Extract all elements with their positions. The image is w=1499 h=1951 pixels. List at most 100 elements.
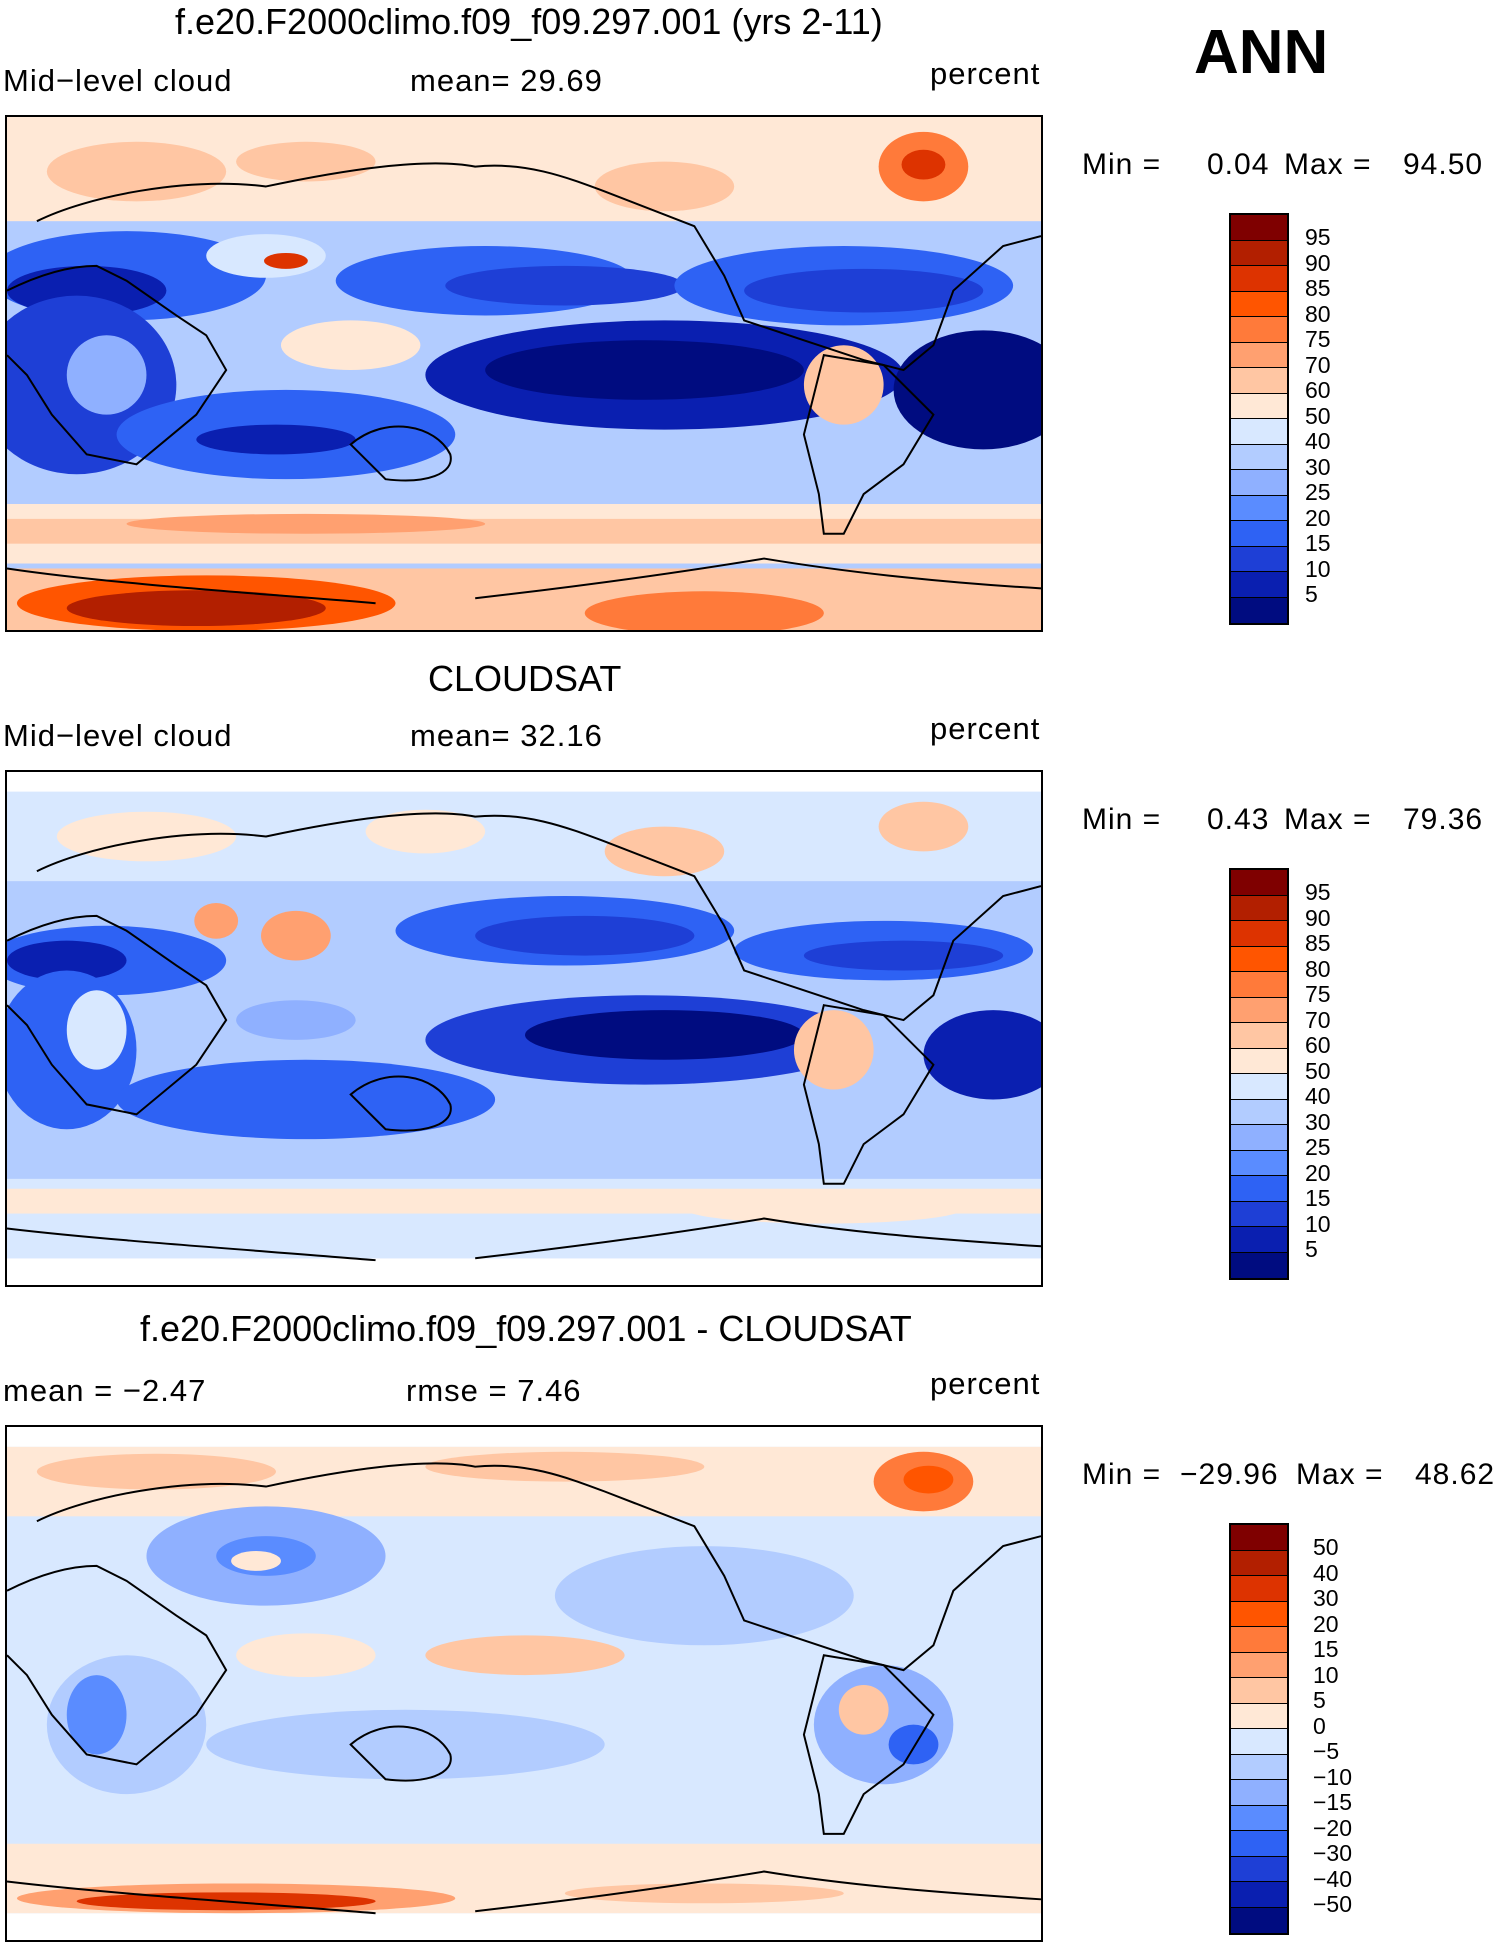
panel-1-colorbar bbox=[1229, 213, 1289, 625]
panel-1-colorbar-tick-label: 50 bbox=[1305, 402, 1331, 429]
panel-1-max-label: Max = bbox=[1284, 148, 1372, 181]
panel-1-colorbar-tick-label: 15 bbox=[1305, 530, 1331, 556]
panel-1-colorbar-tick-label: 10 bbox=[1305, 555, 1331, 582]
panel-3-colorbar-tick-label: 0 bbox=[1313, 1712, 1326, 1739]
panel-2-colorbar-cell bbox=[1231, 921, 1287, 947]
panel-1-colorbar-cell bbox=[1231, 317, 1287, 343]
panel-1-colorbar-tick-label: 95 bbox=[1305, 224, 1331, 250]
panel-2-colorbar bbox=[1229, 868, 1289, 1280]
panel-1-colorbar-cell bbox=[1231, 342, 1287, 368]
panel-1-colorbar-cell bbox=[1231, 215, 1287, 241]
panel-3-colorbar-tick-label: 30 bbox=[1313, 1585, 1339, 1611]
panel-1-colorbar-cell bbox=[1231, 368, 1287, 394]
panel-1-colorbar-tick-label: 20 bbox=[1305, 504, 1331, 531]
panel-3-rmse-label: rmse = 7.46 bbox=[406, 1373, 582, 1408]
panel-1-colorbar-tick-label: 75 bbox=[1305, 326, 1331, 352]
panel-2-colorbar-cell bbox=[1231, 1227, 1287, 1253]
panel-2-max-value: 79.36 bbox=[1403, 803, 1484, 836]
panel-3-colorbar-labels: 50 40 30 20 15 10 5 0 −5 −10 −15 −20 −30 −40 −50 bbox=[1313, 1534, 1353, 1918]
panel-2-colorbar-tick-label: 20 bbox=[1305, 1159, 1331, 1186]
panel-3-colorbar-cell bbox=[1231, 1525, 1287, 1551]
panel-2-title: CLOUDSAT bbox=[428, 658, 622, 699]
panel-2-colorbar-cell bbox=[1231, 1252, 1287, 1278]
panel-1-map-field bbox=[7, 117, 1041, 630]
panel-2-map bbox=[5, 770, 1043, 1287]
panel-3-colorbar-cell bbox=[1231, 1831, 1287, 1857]
panel-2-colorbar-tick-label: 90 bbox=[1305, 904, 1331, 931]
panel-3-colorbar-cell bbox=[1231, 1627, 1287, 1653]
panel-3-min-label: Min = bbox=[1082, 1458, 1162, 1491]
panel-1-colorbar-cell bbox=[1231, 240, 1287, 266]
panel-2-units-label: percent bbox=[930, 711, 1041, 746]
panel-3-colorbar-tick-label: 20 bbox=[1313, 1610, 1339, 1637]
panel-3-colorbar-cell bbox=[1231, 1882, 1287, 1908]
panel-1-colorbar-labels: 95 90 85 80 75 70 60 50 40 30 25 20 15 10 5 bbox=[1305, 224, 1331, 608]
panel-2-colorbar-tick-label: 10 bbox=[1305, 1210, 1331, 1237]
panel-2-colorbar-tick-label: 5 bbox=[1305, 1236, 1318, 1262]
panel-2-colorbar-cell bbox=[1231, 972, 1287, 998]
panel-1-units-label: percent bbox=[930, 56, 1041, 91]
panel-2-max-label: Max = bbox=[1284, 803, 1372, 836]
panel-2-colorbar-cell bbox=[1231, 1023, 1287, 1049]
panel-1-map bbox=[5, 115, 1043, 632]
panel-1-colorbar-cell bbox=[1231, 291, 1287, 317]
panel-2-colorbar-cell bbox=[1231, 1201, 1287, 1227]
panel-3-colorbar-tick-label: 5 bbox=[1313, 1687, 1326, 1713]
panel-2-variable-label: Mid−level cloud bbox=[3, 718, 233, 753]
panel-2-colorbar-tick-label: 70 bbox=[1305, 1006, 1331, 1033]
panel-2-colorbar-cell bbox=[1231, 1099, 1287, 1125]
panel-2-colorbar-tick-label: 95 bbox=[1305, 879, 1331, 905]
panel-3-colorbar-tick-label: −40 bbox=[1313, 1865, 1353, 1892]
panel-3-colorbar-tick-label: −20 bbox=[1313, 1814, 1353, 1841]
panel-2-colorbar-cell bbox=[1231, 1125, 1287, 1151]
panel-1-colorbar-cell bbox=[1231, 521, 1287, 547]
panel-2-min-value: 0.43 bbox=[1207, 803, 1270, 836]
panel-2-colorbar-tick-label: 80 bbox=[1305, 955, 1331, 982]
panel-2-colorbar-tick-label: 85 bbox=[1305, 930, 1331, 956]
panel-3-max-label: Max = bbox=[1296, 1458, 1384, 1491]
panel-1-colorbar-cell bbox=[1231, 470, 1287, 496]
panel-2-min-label: Min = bbox=[1082, 803, 1162, 836]
panel-1-max-value: 94.50 bbox=[1403, 148, 1484, 181]
panel-3-colorbar-cell bbox=[1231, 1576, 1287, 1602]
panel-1-colorbar-cell bbox=[1231, 546, 1287, 572]
panel-3-colorbar-cell bbox=[1231, 1601, 1287, 1627]
panel-1-colorbar-cell bbox=[1231, 393, 1287, 419]
panel-2-colorbar-tick-label: 75 bbox=[1305, 981, 1331, 1007]
panel-3-colorbar-cell bbox=[1231, 1780, 1287, 1806]
panel-3-max-value: 48.62 bbox=[1415, 1458, 1496, 1491]
panel-1-mean-label: mean= 29.69 bbox=[410, 63, 603, 98]
panel-1-colorbar-cell bbox=[1231, 266, 1287, 292]
panel-3-colorbar-tick-label: −5 bbox=[1313, 1738, 1340, 1764]
panel-2-colorbar-cell bbox=[1231, 870, 1287, 896]
panel-2-map-field bbox=[7, 772, 1041, 1285]
panel-3-colorbar bbox=[1229, 1523, 1289, 1935]
panel-3-colorbar-cell bbox=[1231, 1907, 1287, 1933]
panel-2-colorbar-cell bbox=[1231, 1176, 1287, 1202]
panel-3-map-field bbox=[7, 1427, 1041, 1940]
panel-2-colorbar-tick-label: 40 bbox=[1305, 1083, 1331, 1109]
panel-2-colorbar-tick-label: 50 bbox=[1305, 1057, 1331, 1084]
panel-3-colorbar-tick-label: 50 bbox=[1313, 1534, 1339, 1560]
panel-1-colorbar-tick-label: 40 bbox=[1305, 428, 1331, 454]
panel-1-colorbar-cell bbox=[1231, 495, 1287, 521]
panel-1-colorbar-cell bbox=[1231, 419, 1287, 445]
panel-1-colorbar-tick-label: 80 bbox=[1305, 300, 1331, 327]
panel-3-colorbar-cell bbox=[1231, 1729, 1287, 1755]
panel-1-colorbar-tick-label: 5 bbox=[1305, 581, 1318, 607]
panel-3-map bbox=[5, 1425, 1043, 1942]
panel-2-colorbar-cell bbox=[1231, 1048, 1287, 1074]
panel-1-min-value: 0.04 bbox=[1207, 148, 1270, 181]
panel-3-colorbar-cell bbox=[1231, 1652, 1287, 1678]
season-label: ANN bbox=[1194, 18, 1329, 87]
panel-2-colorbar-cell bbox=[1231, 946, 1287, 972]
panel-1-colorbar-tick-label: 90 bbox=[1305, 249, 1331, 276]
panel-3-colorbar-cell bbox=[1231, 1550, 1287, 1576]
panel-3-colorbar-cell bbox=[1231, 1678, 1287, 1704]
panel-2-colorbar-cell bbox=[1231, 895, 1287, 921]
panel-1-colorbar-tick-label: 85 bbox=[1305, 275, 1331, 301]
panel-3-colorbar-tick-label: 40 bbox=[1313, 1559, 1339, 1586]
panel-2-colorbar-tick-label: 60 bbox=[1305, 1032, 1331, 1058]
panel-1-title: f.e20.F2000climo.f09_f09.297.001 (yrs 2-… bbox=[175, 1, 883, 42]
panel-2-colorbar-cell bbox=[1231, 1074, 1287, 1100]
